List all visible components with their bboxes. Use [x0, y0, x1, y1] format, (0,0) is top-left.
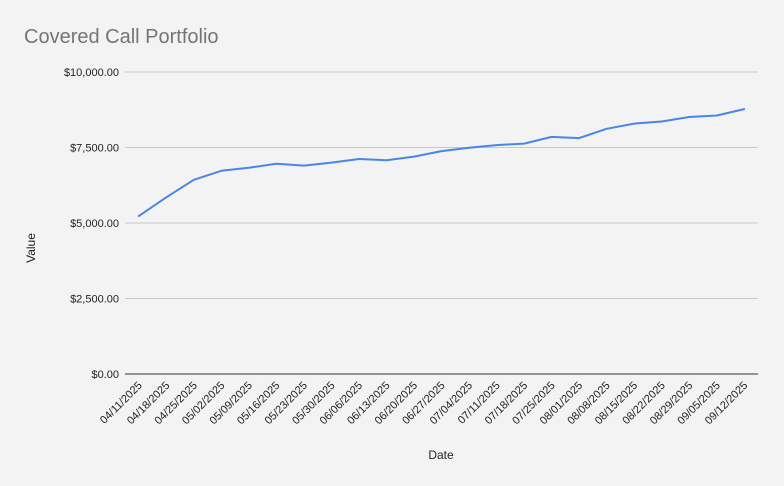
y-tick-label: $2,500.00 [70, 294, 119, 306]
x-axis-title: Date [428, 448, 454, 462]
y-axis-tick-labels: $0.00 $2,500.00 $5,000.00 $7,500.00 $10,000.… [64, 67, 119, 381]
series-layer [137, 108, 746, 218]
x-axis-tick-labels: 04/11/202504/18/202504/25/202505/02/2025… [98, 380, 750, 427]
y-axis-title: Value [24, 233, 38, 263]
y-tick-label: $10,000.00 [64, 67, 119, 79]
y-tick-label: $5,000.00 [70, 218, 119, 230]
gridlines [125, 71, 758, 375]
y-tick-label: $7,500.00 [70, 143, 119, 155]
series-line [137, 108, 746, 218]
chart-title: Covered Call Portfolio [24, 26, 219, 48]
y-tick-label: $0.00 [91, 369, 119, 381]
